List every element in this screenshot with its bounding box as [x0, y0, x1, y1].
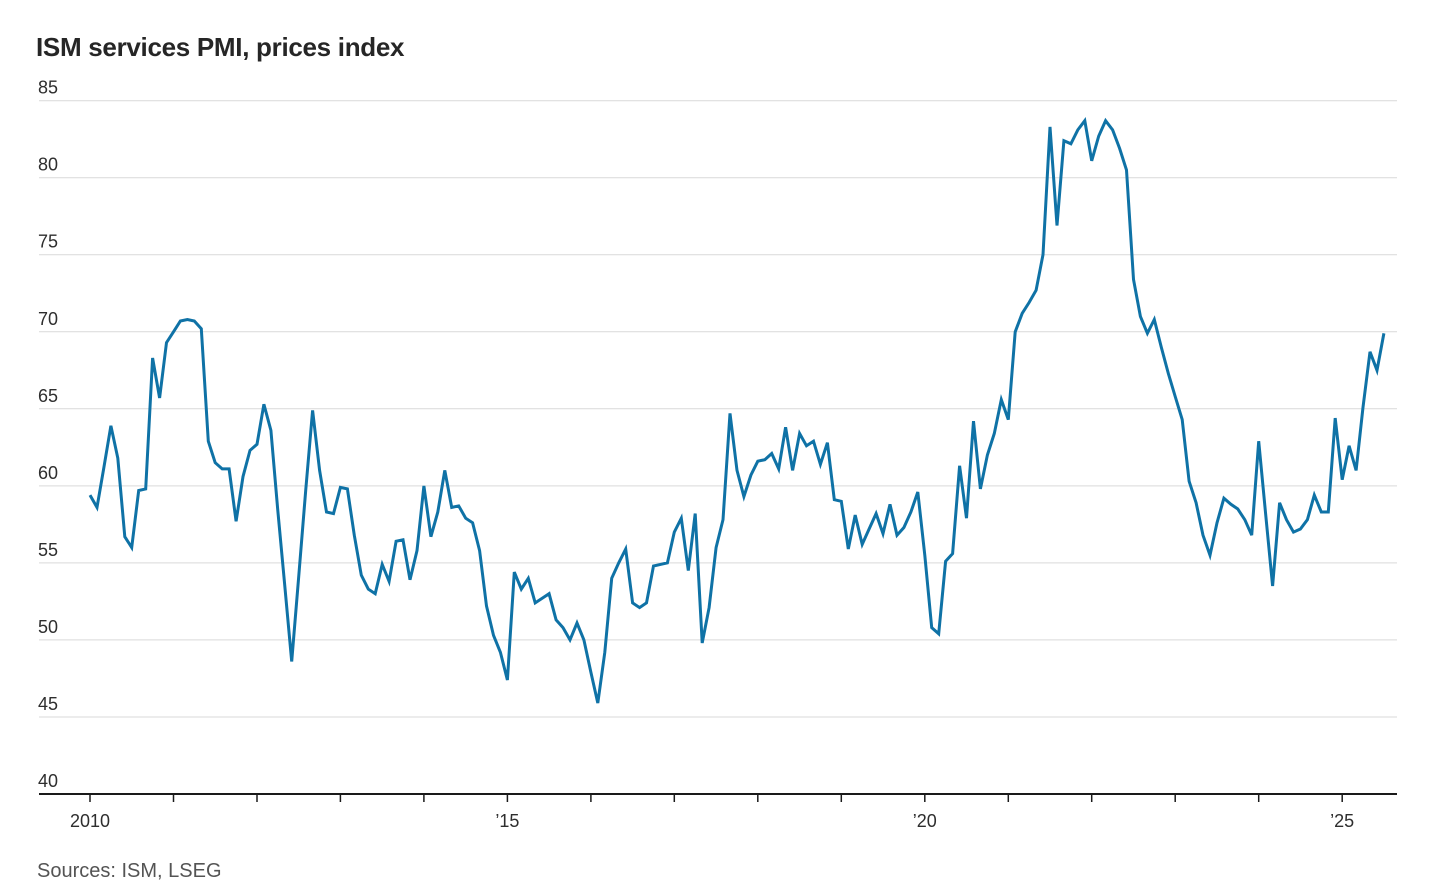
y-axis-label-55: 55 [38, 540, 58, 560]
y-axis-label-60: 60 [38, 463, 58, 483]
y-axis-label-85: 85 [38, 78, 58, 98]
x-axis-label-2025: ’25 [1330, 811, 1354, 831]
pmi-prices-line [88, 117, 1386, 704]
y-axis-label-65: 65 [38, 386, 58, 406]
x-axis-label-2015: ’15 [495, 811, 519, 831]
y-axis-label-70: 70 [38, 309, 58, 329]
y-axis-label-75: 75 [38, 232, 58, 252]
y-axis-label-45: 45 [38, 694, 58, 714]
y-axis-label-50: 50 [38, 617, 58, 637]
x-axis-label-2010: 2010 [70, 811, 110, 831]
x-axis-label-2020: ’20 [913, 811, 937, 831]
y-axis-label-80: 80 [38, 155, 58, 175]
y-axis-label-40: 40 [38, 771, 58, 791]
source-note: Sources: ISM, LSEG [37, 860, 222, 882]
chart-title: ISM services PMI, prices index [36, 32, 405, 63]
